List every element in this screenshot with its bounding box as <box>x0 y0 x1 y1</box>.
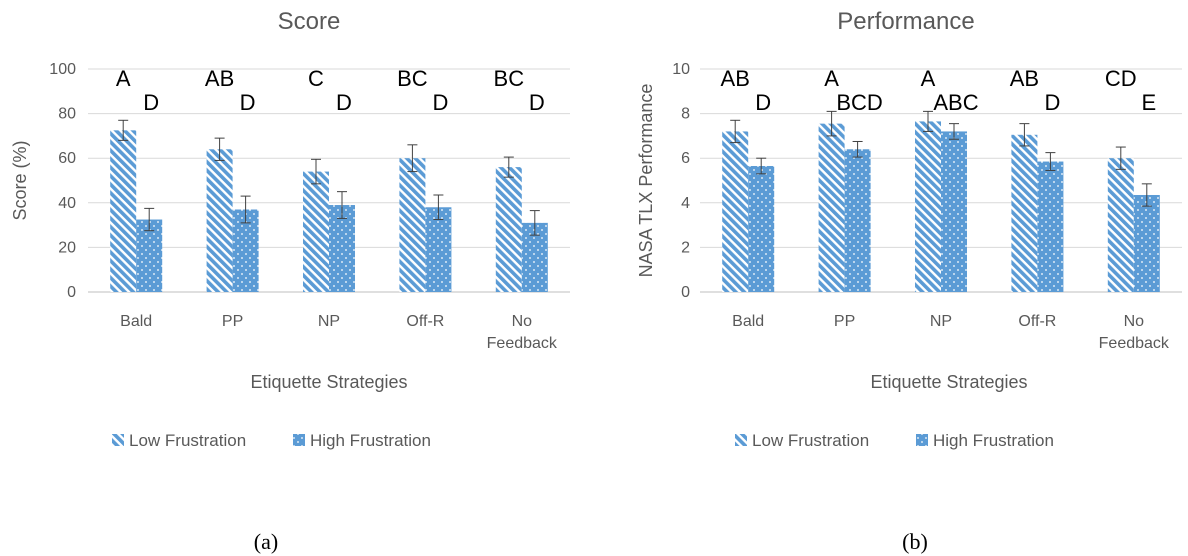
significance-label: D <box>432 90 448 115</box>
bar-high-frustration <box>844 149 871 292</box>
x-tick-label: Feedback <box>487 335 558 352</box>
y-tick-label: 80 <box>58 106 76 123</box>
x-tick-label: NP <box>930 313 952 330</box>
significance-label: AB <box>205 66 234 91</box>
bar-low-frustration <box>1011 134 1038 292</box>
bar-low-frustration <box>915 121 941 292</box>
bar-high-frustration <box>1133 194 1160 292</box>
x-tick-label: Off-R <box>406 313 444 330</box>
bar-low-frustration <box>495 167 522 292</box>
x-tick-label: PP <box>834 313 855 330</box>
significance-label: D <box>755 90 771 115</box>
y-axis-title: Score (%) <box>10 140 30 220</box>
legend-label: Low Frustration <box>752 431 869 450</box>
bar-high-frustration <box>1037 161 1064 292</box>
legend-label: Low Frustration <box>129 431 246 450</box>
bar-high-frustration <box>425 207 452 292</box>
significance-label: CD <box>1105 66 1137 91</box>
significance-label: ABC <box>933 90 978 115</box>
legend-label: High Frustration <box>310 431 431 450</box>
significance-label: BC <box>397 66 428 91</box>
bar-low-frustration <box>399 158 426 292</box>
significance-label: E <box>1141 90 1156 115</box>
bar-low-frustration <box>1107 158 1134 292</box>
y-tick-label: 2 <box>681 239 690 256</box>
figure-caption: (b) <box>902 529 928 554</box>
legend-swatch <box>916 434 928 446</box>
bar-high-frustration <box>941 131 967 292</box>
significance-label: A <box>824 66 839 91</box>
significance-label: A <box>921 66 936 91</box>
significance-label: D <box>1044 90 1060 115</box>
y-tick-label: 60 <box>58 150 76 167</box>
significance-label: A <box>116 66 131 91</box>
y-tick-label: 6 <box>681 150 690 167</box>
x-tick-label: PP <box>222 313 243 330</box>
significance-label: BC <box>494 66 525 91</box>
x-tick-label: No <box>1124 313 1145 330</box>
x-tick-label: Bald <box>732 313 764 330</box>
bar-low-frustration <box>110 130 137 292</box>
y-axis-title: NASA TLX Performance <box>636 84 656 278</box>
chart-title: Performance <box>837 8 974 35</box>
figure-caption: (a) <box>254 529 278 554</box>
significance-label: BCD <box>836 90 882 115</box>
bar-high-frustration <box>748 166 775 292</box>
x-tick-label: Feedback <box>1099 335 1170 352</box>
legend-swatch <box>735 434 747 446</box>
significance-label: D <box>529 90 545 115</box>
x-tick-label: No <box>512 313 533 330</box>
significance-label: AB <box>1010 66 1039 91</box>
x-tick-label: Bald <box>120 313 152 330</box>
legend-swatch <box>112 434 124 446</box>
y-tick-label: 8 <box>681 106 690 123</box>
bar-high-frustration <box>329 205 355 292</box>
x-axis-title: Etiquette Strategies <box>870 372 1027 392</box>
y-tick-label: 20 <box>58 239 76 256</box>
y-tick-label: 40 <box>58 195 76 212</box>
x-tick-label: Off-R <box>1018 313 1056 330</box>
bar-low-frustration <box>206 149 233 292</box>
legend-swatch <box>293 434 305 446</box>
bar-low-frustration <box>722 131 749 292</box>
y-tick-label: 0 <box>681 284 690 301</box>
y-tick-label: 4 <box>681 195 690 212</box>
x-axis-title: Etiquette Strategies <box>250 372 407 392</box>
significance-label: D <box>336 90 352 115</box>
y-tick-label: 0 <box>67 284 76 301</box>
y-tick-label: 10 <box>672 61 690 78</box>
chart-title: Score <box>278 8 341 35</box>
y-tick-label: 100 <box>49 61 76 78</box>
significance-label: AB <box>721 66 750 91</box>
bar-high-frustration <box>136 219 163 292</box>
x-tick-label: NP <box>318 313 340 330</box>
significance-label: D <box>143 90 159 115</box>
significance-label: D <box>240 90 256 115</box>
bar-low-frustration <box>303 171 329 292</box>
bar-low-frustration <box>818 123 845 292</box>
significance-label: C <box>308 66 324 91</box>
legend-label: High Frustration <box>933 431 1054 450</box>
